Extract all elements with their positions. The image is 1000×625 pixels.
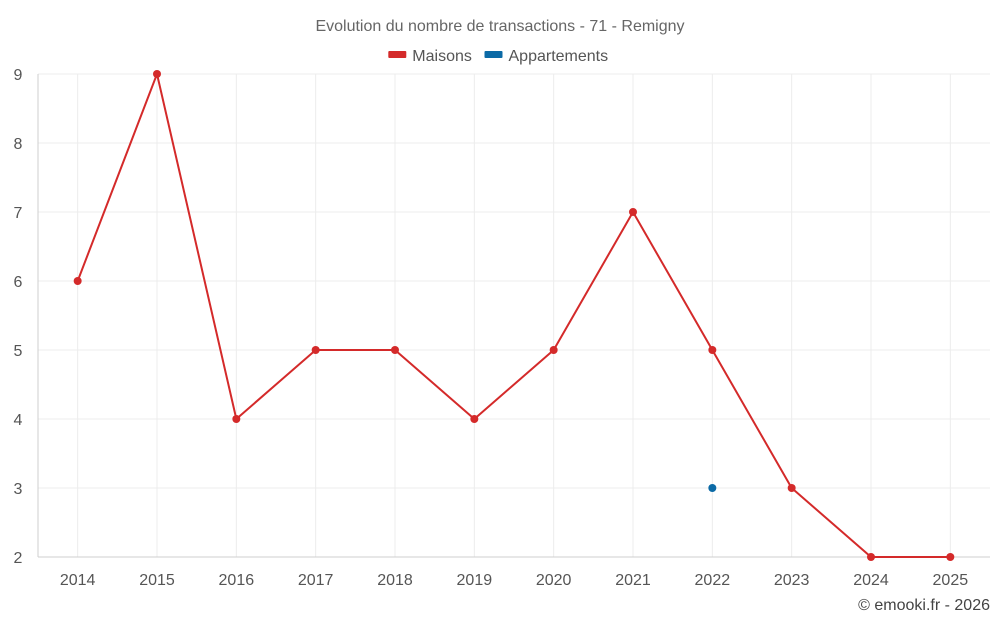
y-tick-label: 7 [14,205,23,222]
y-tick-label: 6 [14,274,23,291]
y-tick-label: 8 [14,136,23,153]
data-point[interactable] [311,346,320,354]
series-line [76,73,951,558]
x-tick-label: 2020 [536,572,572,589]
x-tick-label: 2023 [774,572,810,589]
series [73,70,955,561]
chart-title: Evolution du nombre de transactions - 71… [315,18,684,35]
data-point[interactable] [549,346,558,354]
data-point[interactable] [470,415,479,423]
data-point[interactable] [73,277,82,285]
data-point[interactable] [629,208,637,216]
legend-item-appartements[interactable]: Appartements [484,48,609,65]
data-point[interactable] [946,553,955,561]
grid [38,73,990,558]
legend-label: Maisons [412,48,472,65]
series-maisons [73,70,955,561]
x-tick-label: 2024 [853,572,889,589]
series-appartements [708,484,717,492]
x-tick-label: 2014 [60,572,96,589]
x-tick-label: 2016 [219,572,255,589]
x-tick-label: 2022 [695,572,731,589]
y-tick-label: 3 [14,481,23,498]
data-point[interactable] [391,346,399,354]
data-point[interactable] [708,346,717,354]
axes: 2 3 4 5 6 7 8 9 2014 2015 2016 2017 2018 2019 2020 2021… [14,67,990,589]
x-tick-label: 2017 [298,572,334,589]
legend-item-maisons[interactable]: Maisons [388,48,472,65]
x-tick-label: 2018 [377,572,413,589]
data-point[interactable] [867,553,875,561]
legend-swatch [484,51,503,58]
y-tick-label: 5 [14,343,23,360]
data-point[interactable] [232,415,241,423]
x-tick-label: 2015 [139,572,175,589]
y-tick-label: 2 [14,550,23,567]
data-point[interactable] [153,70,161,78]
x-tick-label: 2019 [457,572,493,589]
data-point[interactable] [787,484,796,492]
legend: Maisons Appartements [388,48,608,65]
x-tick-label: 2025 [933,572,969,589]
x-tick-label: 2021 [615,572,651,589]
legend-swatch [388,51,407,58]
legend-label: Appartements [509,48,609,65]
data-point[interactable] [708,484,717,492]
y-tick-label: 4 [14,412,23,429]
credit-text: © emooki.fr - 2026 [858,597,990,614]
y-tick-label: 9 [14,67,23,84]
